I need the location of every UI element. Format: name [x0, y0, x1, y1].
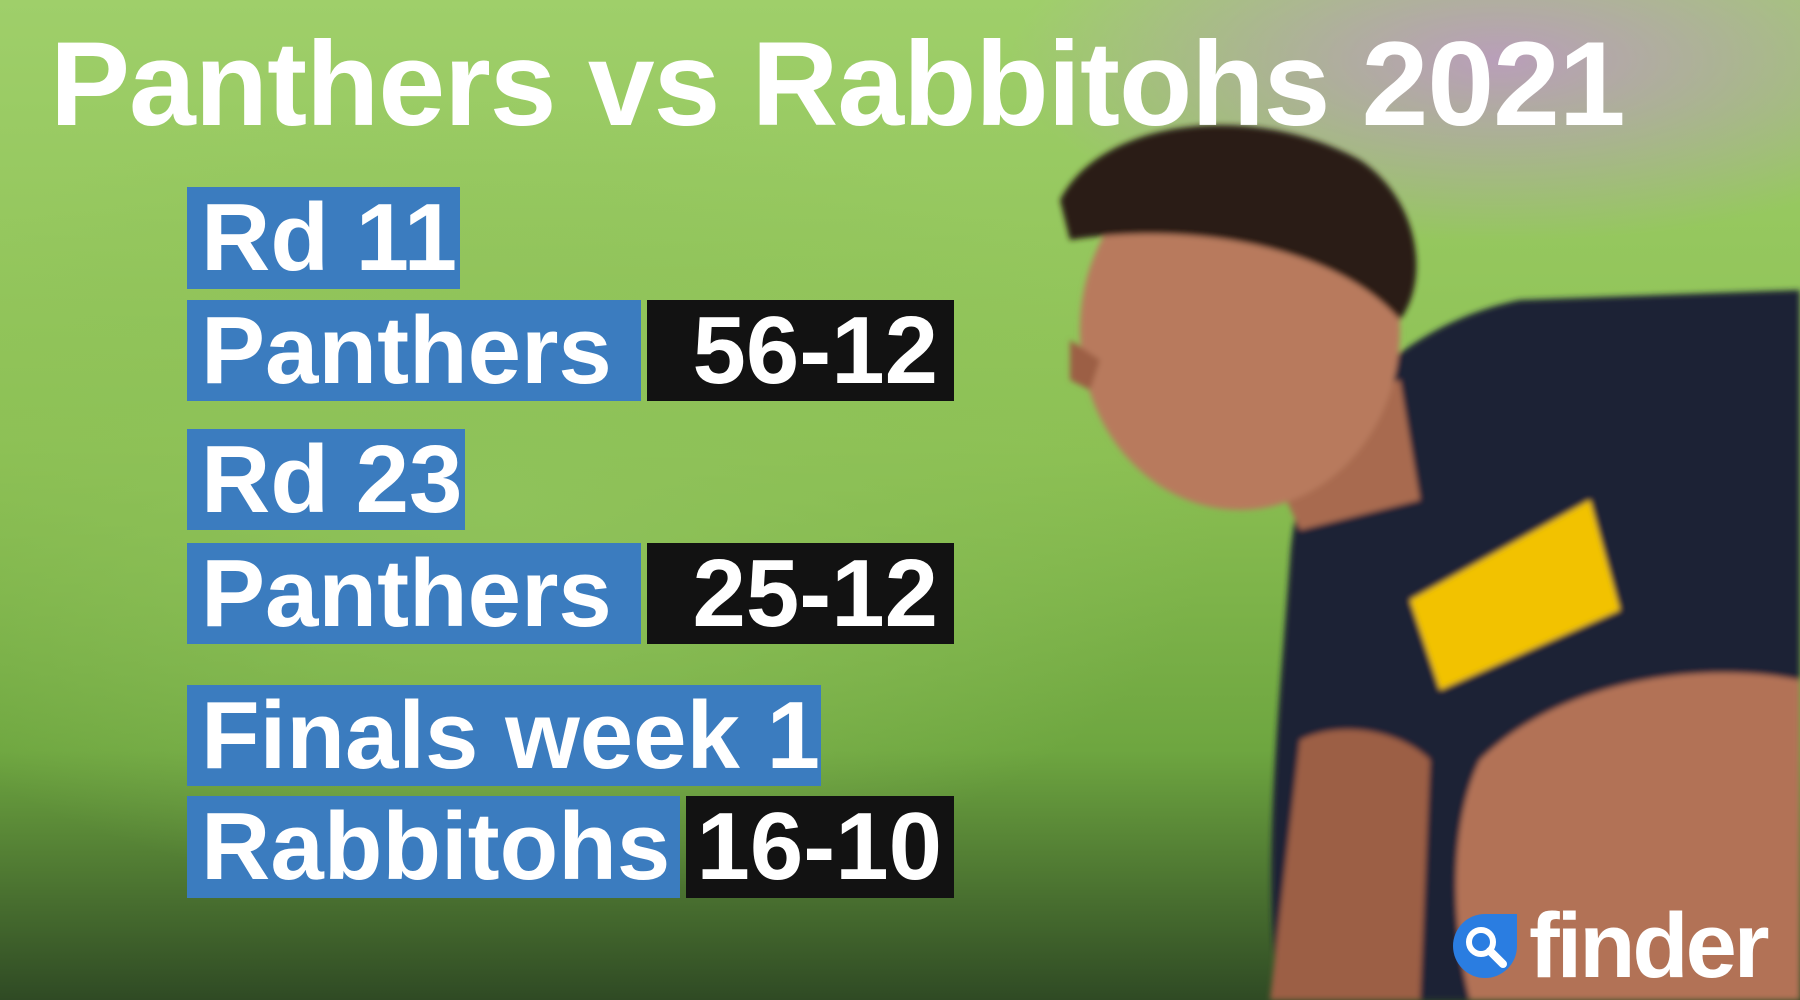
round-label: Rd 11 — [187, 187, 460, 289]
winner-label: Panthers — [187, 300, 641, 401]
winner-label: Panthers — [187, 543, 641, 644]
page-title: Panthers vs Rabbitohs 2021 — [50, 17, 1626, 151]
round-label: Finals week 1 — [187, 685, 821, 786]
logo-text: finder — [1529, 895, 1770, 997]
score-label: 56-12 — [647, 300, 954, 401]
score-label: 16-10 — [686, 796, 954, 898]
finder-logo: finder — [1449, 895, 1770, 997]
winner-label: Rabbitohs — [187, 796, 680, 898]
magnifier-icon — [1453, 914, 1517, 978]
score-label: 25-12 — [647, 543, 954, 644]
round-label: Rd 23 — [187, 429, 465, 530]
